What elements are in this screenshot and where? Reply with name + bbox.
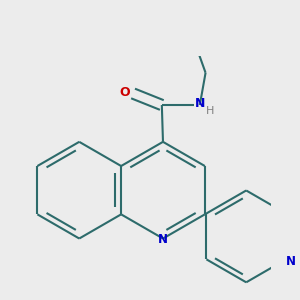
- Text: N: N: [286, 255, 296, 268]
- Text: H: H: [252, 0, 260, 2]
- Text: O: O: [164, 0, 174, 2]
- Text: H: H: [206, 106, 214, 116]
- Text: N: N: [158, 233, 168, 246]
- Text: O: O: [120, 86, 130, 99]
- Text: N: N: [195, 98, 205, 110]
